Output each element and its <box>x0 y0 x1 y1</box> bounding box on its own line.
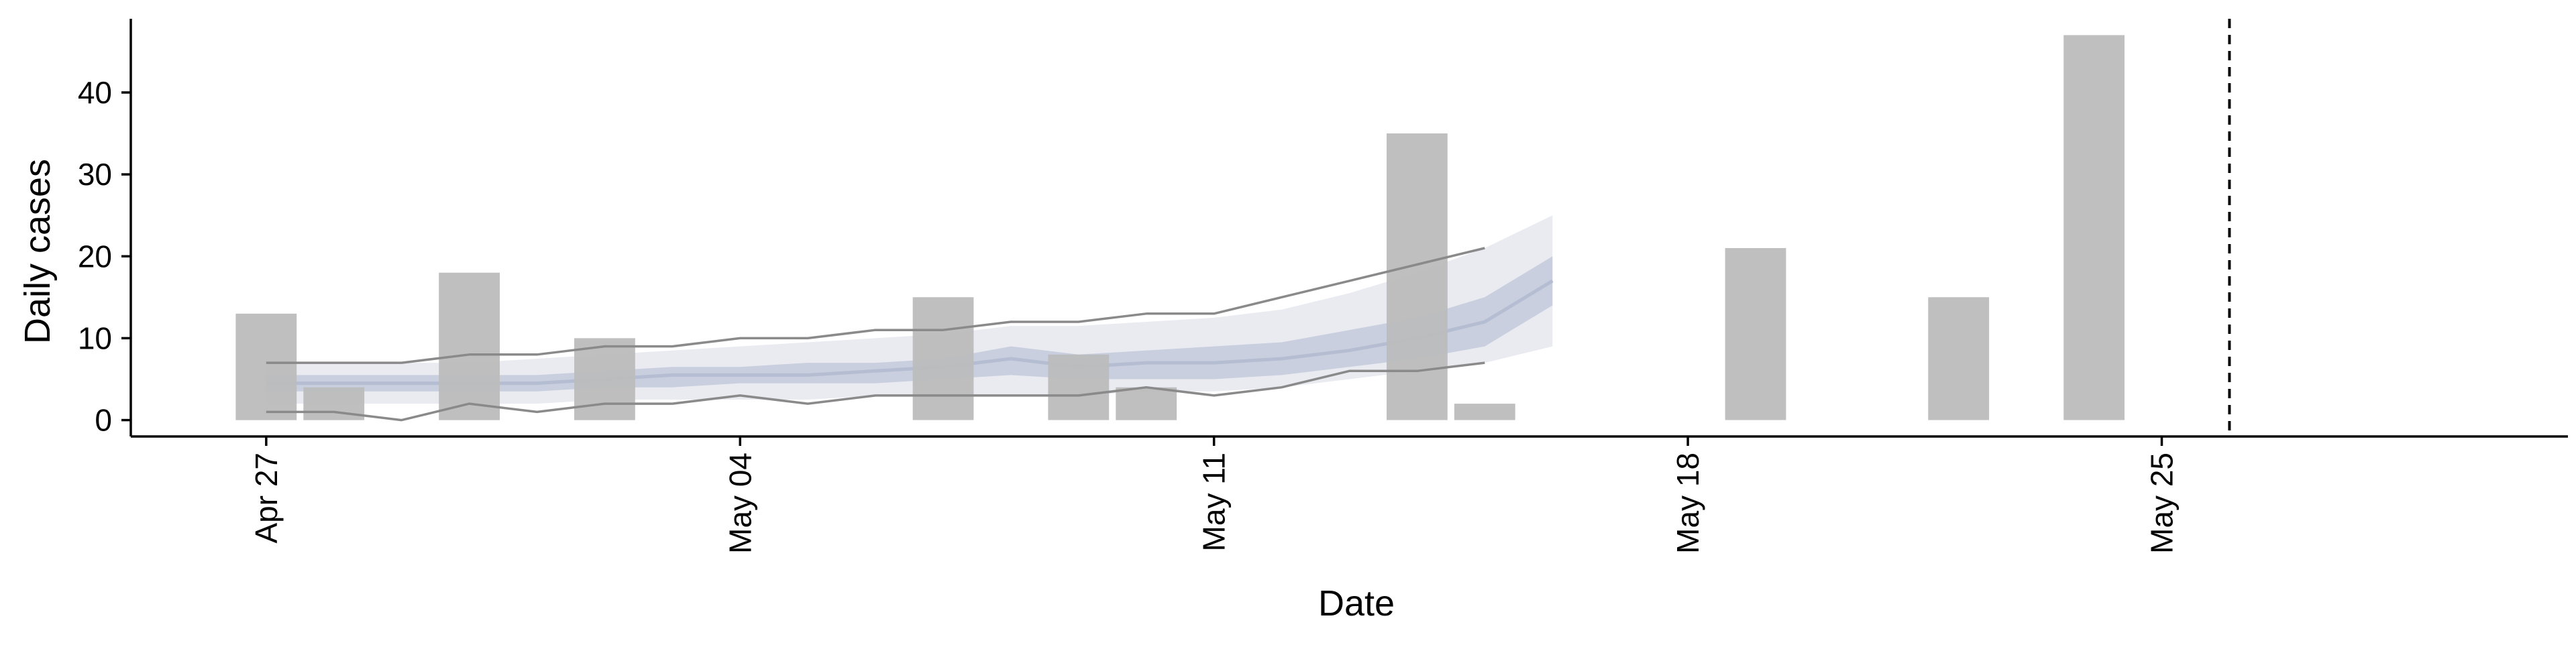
bar-2020-04-27 <box>235 313 297 420</box>
x-tick-label: May 18 <box>1670 453 1705 554</box>
daily-case-bars <box>235 35 2125 420</box>
bar-2020-05-14 <box>1387 133 1448 420</box>
bar-2020-05-02 <box>574 338 635 420</box>
x-tick-label: May 04 <box>722 453 757 554</box>
y-axis-title: Daily cases <box>17 159 58 344</box>
y-tick-label: 30 <box>78 157 112 192</box>
projection-line-upper <box>266 247 1485 364</box>
x-axis-title: Date <box>1318 583 1395 624</box>
bar-2020-05-24 <box>2063 35 2125 420</box>
projection-line-lower <box>266 361 1485 422</box>
bar-2020-05-15 <box>1454 404 1515 420</box>
bar-2020-04-30 <box>439 272 500 420</box>
x-tick-label: May 11 <box>1197 453 1232 551</box>
x-tick-label: May 25 <box>2145 453 2180 554</box>
bar-2020-05-09 <box>1048 354 1110 420</box>
x-axis-ticks: Apr 27 May 04 May 11 May 18 May 25 <box>249 436 2180 554</box>
projection-band-50 <box>266 256 1553 392</box>
bar-2020-05-10 <box>1116 387 1177 420</box>
bar-2020-05-22 <box>1928 297 1990 420</box>
bar-2020-05-19 <box>1725 248 1786 420</box>
y-tick-label: 40 <box>78 75 112 110</box>
projection-lines <box>266 247 1485 422</box>
y-tick-label: 10 <box>78 320 112 355</box>
y-tick-label: 0 <box>95 403 112 438</box>
y-tick-label: 20 <box>78 239 112 274</box>
x-tick-label: Apr 27 <box>249 453 284 544</box>
bar-2020-05-07 <box>912 297 974 420</box>
y-axis-ticks: 0 10 20 30 40 <box>78 75 131 438</box>
